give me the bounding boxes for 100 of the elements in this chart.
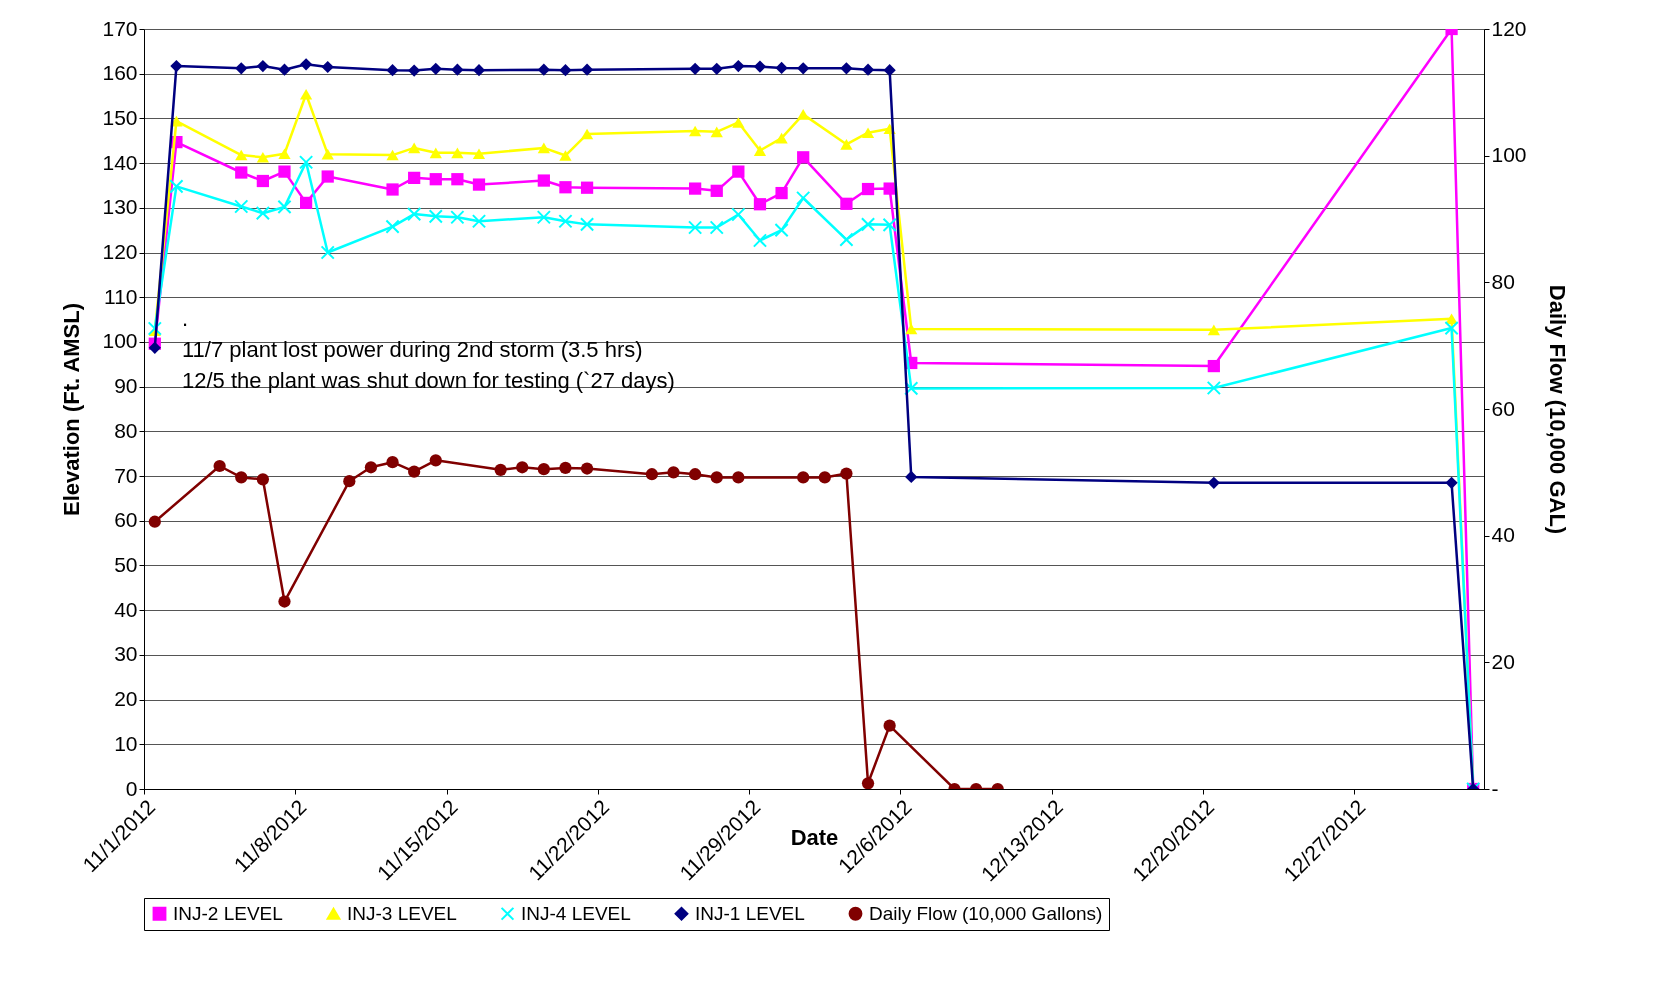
- point: [472, 178, 486, 191]
- point: [559, 64, 572, 77]
- point: [170, 59, 183, 73]
- point: [537, 63, 550, 76]
- point: [904, 381, 919, 396]
- point: [169, 179, 184, 194]
- point: [689, 62, 702, 75]
- point: [688, 220, 703, 235]
- y2-tick-label: -: [1491, 776, 1499, 800]
- point: [732, 59, 745, 73]
- point: [536, 210, 551, 225]
- point: [580, 181, 594, 194]
- point: [580, 128, 594, 140]
- point: [429, 62, 442, 75]
- annotation: .: [182, 306, 189, 331]
- point: [883, 64, 896, 77]
- point: [1207, 324, 1220, 336]
- point: [278, 63, 291, 76]
- annotation: 11/7 plant lost power during 2nd storm (3.5 hrs): [182, 337, 643, 362]
- y2-tick-label: 80: [1491, 269, 1515, 293]
- y-tick-label: 20: [114, 687, 138, 711]
- point: [731, 207, 746, 222]
- point: [408, 64, 421, 77]
- y-tick-label: 140: [102, 150, 138, 174]
- y-tick-label: 90: [114, 374, 138, 398]
- legend-label: Daily Flow (10,000 Gallons): [869, 902, 1103, 924]
- point: [320, 245, 335, 260]
- legend-label: INJ-3 LEVEL: [347, 902, 457, 924]
- point: [1206, 380, 1221, 396]
- point: [840, 139, 853, 150]
- y2-tick-label: 40: [1491, 523, 1515, 547]
- point: [235, 166, 248, 179]
- point: [775, 132, 788, 144]
- point: [386, 183, 399, 196]
- point: [278, 165, 291, 178]
- point: [774, 223, 789, 238]
- point: [861, 63, 875, 76]
- point: [882, 217, 897, 232]
- y-tick-label: 60: [114, 508, 138, 532]
- y2-tick-label: 120: [1491, 16, 1527, 40]
- point: [752, 233, 768, 248]
- point: [753, 198, 767, 211]
- point: [840, 197, 853, 210]
- point: [429, 147, 442, 159]
- y2-tick-label: 20: [1491, 649, 1515, 673]
- point: [797, 109, 810, 120]
- point: [558, 214, 573, 229]
- point: [428, 209, 443, 224]
- point: [407, 206, 422, 222]
- point: [147, 321, 162, 336]
- point: [450, 210, 465, 225]
- point: [861, 182, 875, 196]
- point: [321, 148, 334, 160]
- point: [255, 206, 270, 221]
- point: [408, 142, 421, 154]
- legend-label: INJ-2 LEVEL: [173, 902, 283, 924]
- point: [298, 155, 314, 170]
- point: [580, 63, 594, 76]
- point: [256, 174, 269, 188]
- point: [299, 58, 313, 71]
- point: [732, 117, 745, 128]
- y-tick-label: 30: [114, 642, 138, 666]
- legend-label: INJ-1 LEVEL: [695, 902, 805, 924]
- point: [689, 125, 702, 137]
- point: [234, 199, 249, 214]
- point: [1445, 313, 1458, 324]
- point: [385, 219, 400, 234]
- point: [861, 127, 875, 139]
- y-axis-title: Elevation (Ft. AMSL): [59, 302, 85, 517]
- point: [905, 470, 918, 484]
- point: [1445, 476, 1458, 489]
- legend-label: INJ-4 LEVEL: [521, 902, 631, 924]
- y-tick-label: 70: [114, 463, 138, 487]
- point: [451, 63, 464, 76]
- point: [860, 217, 876, 232]
- point: [235, 62, 248, 75]
- point: [775, 61, 788, 75]
- point: [148, 341, 161, 354]
- y-tick-label: 80: [114, 418, 138, 442]
- point: [256, 152, 269, 163]
- y-tick-label: 110: [104, 284, 138, 308]
- point: [797, 62, 810, 75]
- annotation: 12/5 the plant was shut down for testing (`27 days): [182, 368, 675, 393]
- y-tick-label: 120: [102, 240, 138, 264]
- point: [277, 199, 292, 215]
- point: [689, 182, 702, 195]
- point: [710, 62, 723, 75]
- y-tick-label: 10: [114, 731, 138, 755]
- point: [839, 232, 854, 247]
- y-tick-label: 160: [102, 61, 138, 85]
- point: [710, 126, 723, 138]
- point: [256, 59, 269, 73]
- y-tick-label: 0: [125, 776, 138, 800]
- point: [537, 174, 550, 187]
- y-tick-label: 150: [102, 105, 138, 129]
- point: [797, 151, 810, 164]
- point: [753, 145, 767, 156]
- y2-axis-title: Daily Flow (10,000 GAL): [1544, 284, 1570, 535]
- point: [472, 64, 486, 77]
- point: [451, 173, 464, 186]
